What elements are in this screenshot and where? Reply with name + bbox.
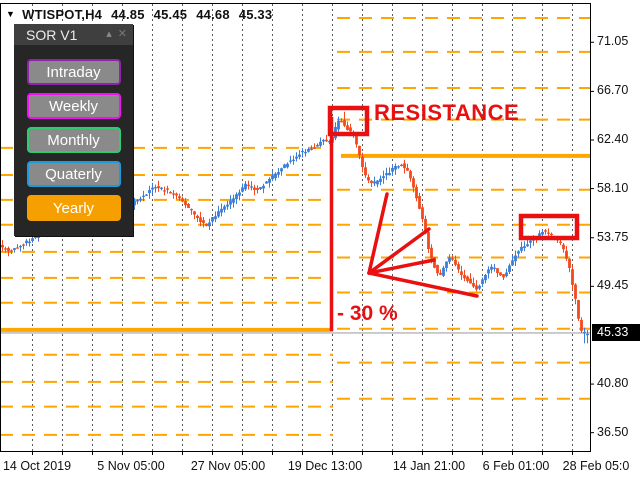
button-yearly[interactable]: Yearly bbox=[26, 195, 121, 221]
sor-panel-header[interactable]: SOR V1 ▴ ✕ bbox=[14, 24, 133, 45]
button-weekly[interactable]: Weekly bbox=[26, 93, 121, 119]
button-monthly[interactable]: Monthly bbox=[26, 127, 121, 153]
button-quaterly[interactable]: Quaterly bbox=[26, 161, 121, 187]
button-intraday[interactable]: Intraday bbox=[26, 59, 121, 85]
y-axis-label: 58.10 bbox=[597, 181, 629, 195]
x-axis-label: 28 Feb 05:0 bbox=[562, 459, 630, 473]
y-axis-label: 53.75 bbox=[597, 230, 629, 244]
x-axis-label: 14 Jan 21:00 bbox=[392, 459, 466, 473]
drop-percent-label: - 30 % bbox=[337, 302, 398, 325]
symbol-dropdown-icon[interactable]: ▼ bbox=[6, 9, 16, 19]
sor-panel-title: SOR V1 bbox=[26, 26, 78, 43]
x-axis-label: 27 Nov 05:00 bbox=[190, 459, 266, 473]
y-axis-label: 62.40 bbox=[597, 132, 629, 146]
resistance-label: RESISTANCE bbox=[374, 100, 520, 125]
x-axis-label: 5 Nov 05:00 bbox=[97, 459, 165, 473]
y-axis-label: 71.05 bbox=[597, 34, 629, 48]
y-axis-label: 66.70 bbox=[597, 83, 629, 97]
chart-title-bar: ▼ WTISPOT,H4 44.85 45.45 44.68 45.33 bbox=[6, 6, 272, 22]
sor-panel-body: Intraday Weekly Monthly Quaterly Yearly bbox=[14, 45, 133, 221]
ohlc-low: 44.68 bbox=[196, 6, 230, 22]
symbol-timeframe-label: WTISPOT,H4 bbox=[22, 6, 103, 22]
y-axis-label: 49.45 bbox=[597, 278, 629, 292]
close-icon[interactable]: ✕ bbox=[117, 28, 127, 40]
price-badge: 45.33 bbox=[592, 324, 640, 341]
minimize-icon[interactable]: ▴ bbox=[106, 28, 112, 40]
ohlc-close: 45.33 bbox=[238, 6, 273, 22]
x-axis-label: 6 Feb 01:00 bbox=[482, 459, 550, 473]
sor-panel: SOR V1 ▴ ✕ Intraday Weekly Monthly Quate… bbox=[14, 24, 133, 236]
ohlc-open: 44.85 bbox=[111, 6, 145, 22]
x-axis-label: 14 Oct 2019 bbox=[2, 459, 72, 473]
y-axis-label: 36.50 bbox=[597, 425, 629, 439]
x-axis-label: 19 Dec 13:00 bbox=[287, 459, 363, 473]
y-axis-label: 40.80 bbox=[597, 376, 629, 390]
ohlc-high: 45.45 bbox=[153, 6, 188, 22]
